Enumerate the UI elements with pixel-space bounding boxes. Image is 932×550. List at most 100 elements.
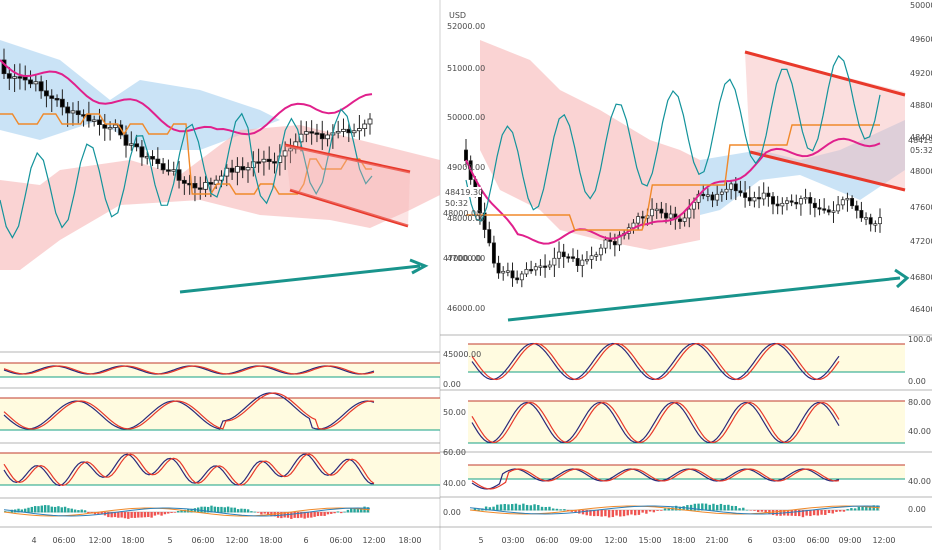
- candle-body: [335, 131, 341, 134]
- candle-body: [102, 124, 108, 129]
- right-osc1-tick: 45000.00: [443, 350, 481, 359]
- left-macd-bar: [177, 510, 180, 513]
- candle-body: [845, 198, 850, 201]
- tenkan-line: [0, 108, 373, 239]
- left-price-tick: 47000.00: [443, 254, 481, 263]
- left-time-tick: 06:00: [191, 536, 214, 545]
- right-edge-price-tick: 50000.00: [910, 1, 932, 10]
- right-macd-bar: [704, 503, 708, 511]
- left-osc1-d-line: [3, 365, 375, 375]
- left-osc2-tick: 50.00: [443, 408, 466, 417]
- right-macd-bar: [537, 504, 540, 511]
- candle-body: [65, 106, 71, 114]
- candle-body: [543, 265, 548, 268]
- candle-body: [687, 208, 692, 219]
- candle-body: [589, 255, 594, 260]
- candle-body: [571, 256, 575, 259]
- candle-body: [529, 269, 534, 272]
- right-left-price-tick: 51000.00: [447, 64, 485, 73]
- right-macd-bar: [693, 503, 697, 511]
- candle-body: [314, 132, 320, 135]
- right-time-tick: 03:00: [772, 536, 795, 545]
- candle-body: [701, 193, 706, 197]
- right-macd-bar: [593, 510, 596, 517]
- candle-body: [664, 212, 668, 219]
- left-macd-bar: [206, 506, 210, 513]
- left-macd-bar: [140, 512, 143, 518]
- candle-body: [654, 208, 659, 211]
- right-osc1-band: [468, 344, 905, 372]
- right-macd-bar: [745, 509, 749, 511]
- left-macd-bar: [53, 506, 57, 513]
- right-macd-bar: [839, 510, 842, 512]
- right-osc2-d-line: [471, 401, 840, 444]
- candle-body: [54, 98, 60, 101]
- candle-body: [547, 264, 552, 268]
- left-macd-bar: [170, 512, 173, 513]
- candle-body: [761, 192, 766, 200]
- right-macd-bar: [853, 508, 857, 511]
- left-osc2-band: [0, 398, 440, 430]
- right-macd-bar: [723, 504, 726, 511]
- candle-body: [808, 197, 813, 204]
- candle-body: [240, 166, 246, 171]
- right-macd-bar: [701, 503, 704, 511]
- right-macd-bar: [857, 506, 861, 511]
- left-price-tag: 48419.30: [445, 188, 483, 197]
- right-osc3-tick: 40.00: [908, 477, 931, 486]
- candle-body: [272, 161, 277, 164]
- left-macd-bar: [276, 512, 280, 518]
- left-osc2-d-line: [3, 392, 375, 430]
- left-macd-bar: [343, 511, 346, 513]
- tenkan-line: [465, 54, 881, 222]
- candle-body: [505, 270, 510, 273]
- left-macd-bar: [27, 507, 30, 513]
- kijun-line: [0, 113, 372, 195]
- candle-body: [668, 213, 673, 219]
- candle-body: [780, 202, 785, 207]
- candle-body: [557, 251, 561, 259]
- left-macd-bar: [310, 512, 313, 518]
- left-macd-bar: [113, 512, 117, 518]
- left-macd-bar: [180, 510, 183, 513]
- right-macd-bar: [574, 510, 577, 513]
- left-macd-bar: [320, 512, 323, 516]
- candle-body: [155, 158, 161, 165]
- candle-body: [266, 158, 272, 162]
- candle-body: [491, 242, 496, 264]
- candle-body: [552, 257, 557, 266]
- left-macd-bar: [216, 506, 220, 513]
- left-time-tick: 4: [31, 536, 36, 545]
- kijun-line: [466, 124, 880, 231]
- right-edge-price-tick: 48400.00: [910, 133, 932, 142]
- left-time-tick: 12:00: [225, 536, 248, 545]
- right-time-tick: 06:00: [806, 536, 829, 545]
- candle-body: [282, 150, 288, 157]
- right-macd-bar: [764, 510, 767, 513]
- right-macd-bar: [540, 506, 544, 511]
- right-macd-bar: [850, 508, 853, 511]
- candle-body: [710, 194, 715, 201]
- channel-upper-line: [744, 50, 906, 97]
- support-trendline: [179, 264, 421, 294]
- candle-body: [682, 217, 687, 222]
- right-left-price-tick: 50000.00: [447, 113, 485, 122]
- candle-body: [229, 167, 235, 173]
- left-macd-bar: [173, 512, 177, 513]
- right-macd-bar: [522, 503, 525, 511]
- candle-body: [794, 201, 799, 205]
- left-macd-bar: [127, 512, 130, 519]
- right-macd-bar: [622, 510, 626, 517]
- left-macd-bar: [303, 512, 306, 519]
- right-currency-label: USD: [449, 11, 466, 20]
- candle-body: [192, 183, 198, 189]
- candle-body: [176, 169, 182, 181]
- channel-fill: [285, 145, 410, 226]
- candle-body: [678, 218, 682, 222]
- left-macd-bar: [193, 508, 197, 513]
- right-macd-bar: [678, 506, 682, 511]
- candle-body: [464, 149, 468, 162]
- candle-body: [28, 79, 33, 85]
- candle-body: [580, 259, 585, 267]
- right-macd-bar: [511, 504, 514, 511]
